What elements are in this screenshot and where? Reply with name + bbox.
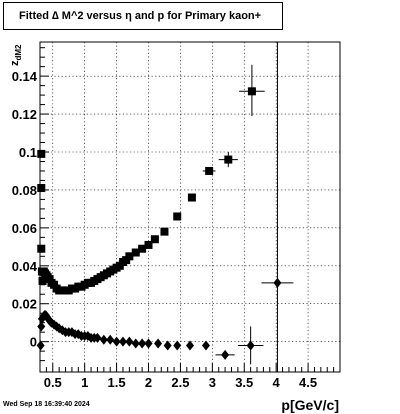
- data-point-diamond: [36, 340, 45, 351]
- y-tick-label: 0.02: [12, 297, 37, 312]
- data-point-square: [37, 149, 46, 158]
- y-axis-label: zdM2: [9, 44, 23, 66]
- x-tick-label: 4.5: [299, 375, 317, 390]
- data-point-square: [138, 244, 147, 253]
- data-point-diamond: [144, 338, 153, 349]
- data-point-diamond: [112, 336, 121, 347]
- x-tick-label: 2: [145, 375, 152, 390]
- data-point-diamond: [273, 277, 282, 288]
- x-axis-label: p[GeV/c]: [281, 397, 339, 413]
- data-point-square: [38, 276, 47, 285]
- data-point-diamond: [138, 338, 147, 349]
- y-tick-label: 0: [30, 335, 37, 350]
- x-tick-label: 3.5: [235, 375, 253, 390]
- chart-title-box: Fitted ∆ M^2 versus η and p for Primary …: [3, 2, 283, 30]
- data-point-diamond: [118, 336, 127, 347]
- data-point-square: [247, 87, 256, 96]
- data-point-diamond: [93, 332, 102, 343]
- data-point-diamond: [125, 336, 134, 347]
- x-tick-label: 2.5: [171, 375, 189, 390]
- chart-title: Fitted ∆ M^2 versus η and p for Primary …: [19, 10, 262, 22]
- x-tick-label: 1: [81, 375, 88, 390]
- data-point-diamond: [37, 321, 46, 332]
- y-tick-label: 0.12: [12, 107, 37, 122]
- data-point-diamond: [246, 340, 255, 351]
- y-tick-label: 0.14: [12, 69, 38, 84]
- y-tick-label: 0.1: [19, 145, 37, 160]
- data-point-square: [144, 240, 153, 249]
- data-point-square: [173, 212, 182, 221]
- data-point-diamond: [221, 349, 230, 360]
- y-tick-label: 0.04: [12, 259, 38, 274]
- timestamp: Wed Sep 18 16:39:40 2024: [3, 401, 90, 408]
- y-tick-label: 0.06: [12, 221, 37, 236]
- data-point-square: [37, 244, 46, 253]
- data-point-diamond: [173, 340, 182, 351]
- data-point-diamond: [106, 334, 115, 345]
- data-point-diamond: [154, 338, 163, 349]
- data-point-square: [187, 193, 196, 202]
- y-tick-label: 0.08: [12, 183, 37, 198]
- x-tick-label: 3: [209, 375, 216, 390]
- data-point-diamond: [201, 340, 210, 351]
- data-point-square: [150, 235, 159, 244]
- x-tick-label: 0.5: [44, 375, 62, 390]
- data-point-square: [131, 248, 140, 257]
- x-tick-label: 4: [273, 375, 281, 390]
- data-point-diamond: [131, 338, 140, 349]
- data-point-diamond: [186, 340, 194, 351]
- data-point-square: [125, 252, 134, 261]
- plot-frame: [39, 41, 341, 373]
- data-point-square: [224, 155, 233, 164]
- x-tick-label: 1.5: [108, 375, 126, 390]
- data-point-square: [37, 184, 46, 193]
- data-point-diamond: [163, 340, 172, 351]
- data-point-diamond: [99, 334, 108, 345]
- data-point-square: [205, 166, 214, 175]
- data-point-square: [160, 227, 169, 236]
